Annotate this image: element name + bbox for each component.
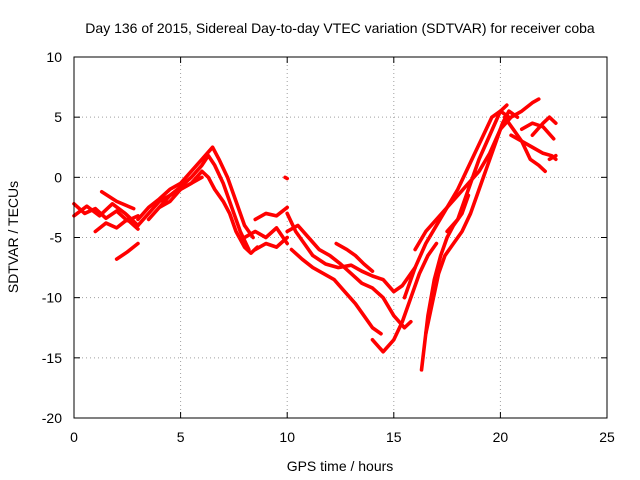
data-series-trace-16 (289, 247, 383, 336)
chart-title: Day 136 of 2015, Sidereal Day-to-day VTE… (85, 20, 595, 36)
y-tick-label: 5 (54, 109, 62, 125)
x-tick-label: 0 (70, 429, 78, 445)
x-tick-label: 20 (493, 429, 509, 445)
data-series-trace-13 (283, 175, 290, 181)
data-series-trace-27 (530, 115, 558, 138)
data-series-trace-17 (334, 241, 375, 273)
y-tick-label: -5 (50, 230, 63, 246)
y-tick-label: -15 (42, 350, 62, 366)
data-series-trace-7 (136, 145, 255, 240)
data-series-trace-20 (423, 109, 520, 336)
data-series-trace-5 (99, 189, 136, 211)
axes: 0 5 10 15 20 25 -20 -15 -10 -5 0 5 10 (42, 49, 615, 445)
data-series-trace-10 (253, 205, 290, 222)
y-tick-label: 0 (54, 169, 62, 185)
data-series-trace-21 (402, 109, 511, 300)
data-series-trace-9 (146, 175, 204, 222)
data-series-trace-11 (242, 226, 290, 246)
data-series-trace-25 (509, 133, 558, 162)
data-series-trace-22 (413, 97, 541, 252)
data-series-trace-12 (253, 235, 290, 252)
grid-lines (74, 57, 607, 418)
data-series-trace-26 (519, 121, 556, 141)
x-axis-label: GPS time / hours (287, 458, 394, 474)
x-tick-label: 10 (279, 429, 295, 445)
data-series-trace-23 (445, 103, 509, 234)
data-series-trace-8 (157, 153, 251, 252)
x-tick-label: 25 (599, 429, 615, 445)
data-series-trace-2 (72, 202, 140, 228)
y-tick-label: -20 (42, 410, 62, 426)
data-series (72, 97, 558, 372)
data-series-trace-19 (419, 193, 471, 372)
plot-frame (73, 56, 608, 419)
data-series-trace-4 (114, 241, 140, 261)
data-series-trace-24 (502, 115, 547, 174)
data-series-trace-28 (547, 153, 558, 162)
data-series-trace-15 (285, 223, 413, 330)
y-tick-label: 10 (46, 49, 62, 65)
x-tick-label: 5 (177, 429, 185, 445)
data-series-trace-14 (285, 211, 417, 294)
data-series-trace-18 (370, 241, 439, 354)
x-tick-label: 15 (386, 429, 402, 445)
data-series-trace-6 (136, 169, 260, 255)
data-series-trace-3 (93, 217, 140, 234)
y-axis-label: SDTVAR / TECUs (5, 181, 21, 293)
y-tick-label: -10 (42, 290, 62, 306)
